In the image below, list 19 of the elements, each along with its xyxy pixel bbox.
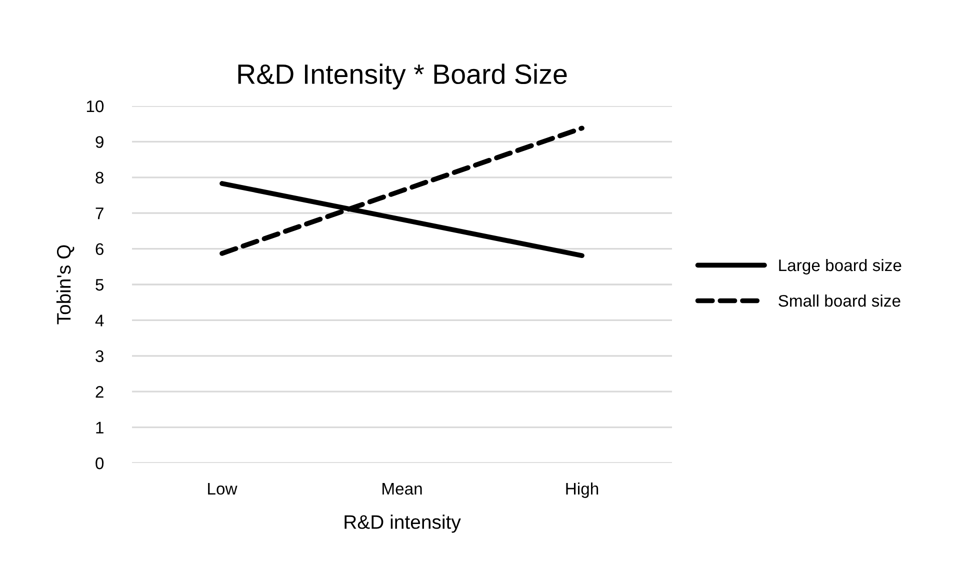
y-tick-label: 2 [96,386,104,398]
x-axis-title: R&D intensity [344,514,461,533]
chart-title: R&D Intensity * Board Size [238,64,567,90]
y-tick-label: 6 [96,243,104,256]
y-tick-label: 4 [95,314,104,326]
legend-label: Large board size [779,258,902,274]
x-tick-label: Low [208,483,238,495]
y-tick-label: 3 [96,350,104,362]
y-axis-title: Tobin's Q [56,245,74,324]
x-tick-label: Mean [382,483,422,495]
y-tick-label: 5 [96,279,104,291]
y-tick-label: 8 [96,172,104,184]
y-tick-label: 9 [96,136,104,148]
y-tick-label: 10 [86,100,104,112]
y-tick-label: 7 [96,208,104,220]
x-tick-label: High [566,482,598,498]
legend-label: Small board size [778,294,900,307]
y-tick-label: 0 [96,457,104,470]
y-tick-label: 1 [96,422,104,434]
